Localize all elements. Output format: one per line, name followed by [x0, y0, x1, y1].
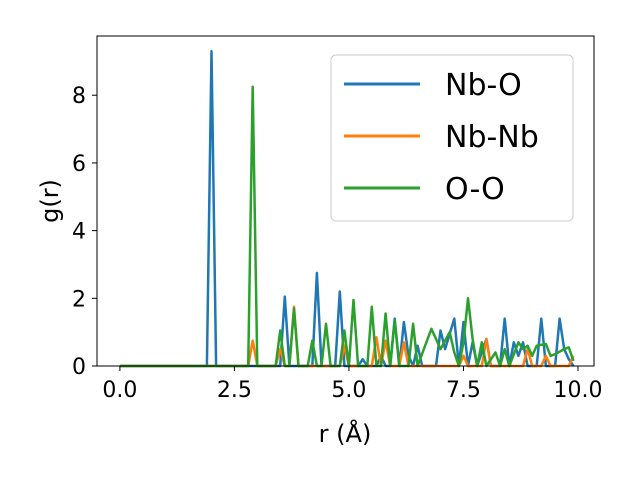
x-ticks: 0.0 2.5 5.0 7.5 10.0 [102, 366, 602, 403]
legend-label-nb-o: Nb-O [445, 68, 522, 103]
x-tick-label: 5.0 [331, 378, 366, 403]
y-ticks: 0 2 4 6 8 [72, 84, 97, 380]
y-axis-label-group: g(r) [36, 179, 64, 223]
legend-label-nb-nb: Nb-Nb [445, 120, 539, 155]
x-tick-label: 10.0 [553, 378, 602, 403]
x-tick-label: 7.5 [446, 378, 481, 403]
y-tick-label: 4 [72, 220, 86, 245]
y-axis-label: g(r) [36, 179, 64, 223]
y-tick-label: 8 [72, 84, 86, 109]
legend-label-o-o: O-O [445, 172, 505, 207]
y-tick-label: 0 [72, 355, 86, 380]
legend-box [330, 54, 574, 222]
y-tick-label: 2 [72, 287, 86, 312]
x-tick-label: 2.5 [217, 378, 252, 403]
plot-frame [96, 35, 595, 367]
x-axis-label: r (Å) [319, 419, 372, 448]
x-tick-label: 0.0 [102, 378, 137, 403]
legend: Nb-O Nb-Nb O-O [330, 54, 574, 222]
y-tick-label: 6 [72, 152, 86, 177]
x-axis-label-group: r (Å) [319, 419, 372, 448]
